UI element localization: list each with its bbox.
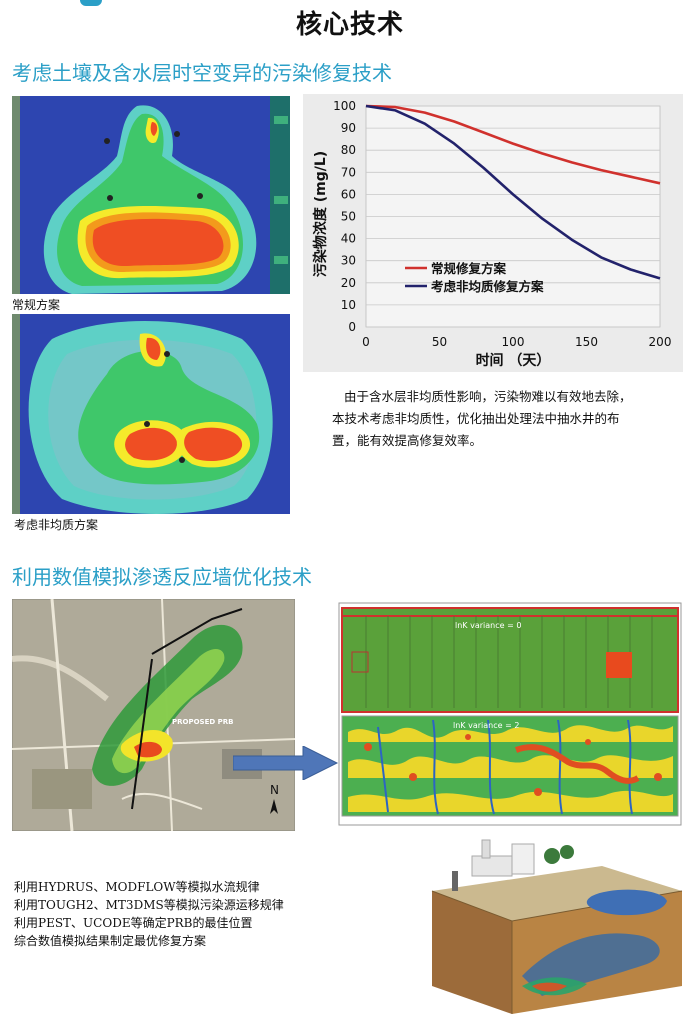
description-line: 由于含水层非均质性影响，污染物难以有效地去除， — [344, 389, 632, 404]
y-tick-label: 90 — [341, 121, 356, 135]
series-line — [365, 104, 661, 280]
x-tick-label: 50 — [432, 335, 447, 349]
method-item: 利用HYDRUS、MODFLOW等模拟水流规律 — [14, 880, 260, 894]
page-title: 核心技术 — [295, 10, 404, 40]
heterogeneous-plume-map — [12, 314, 290, 514]
y-tick-label: 100 — [333, 99, 356, 113]
heterogeneity-description: 由于含水层非均质性影响，污染物难以有效地去除， 本技术考虑非均质性，优化抽出处理… — [332, 386, 700, 452]
svg-text:N: N — [270, 783, 279, 797]
legend-label: 考虑非均质修复方案 — [431, 279, 544, 294]
y-axis-label: 污染物浓度 (mg/L) — [312, 151, 329, 277]
panel-variance-0: lnK variance = 0 — [341, 607, 679, 713]
prb-simulation-panels: lnK variance = 0 lnK variance = 2 — [338, 602, 682, 826]
x-tick-label: 150 — [575, 335, 598, 349]
y-tick-label: 50 — [341, 210, 356, 224]
prb-cross-section-illustration — [422, 836, 688, 1016]
x-tick-label: 200 — [649, 335, 672, 349]
heterogeneous-scheme-label: 考虑非均质方案 — [14, 518, 99, 532]
x-axis-label: 时间 （天） — [476, 352, 551, 369]
x-tick-label: 100 — [502, 335, 525, 349]
section-title-soil-aquifer: 考虑土壤及含水层时空变异的污染修复技术 — [12, 61, 392, 85]
simulation-method-list: 利用HYDRUS、MODFLOW等模拟水流规律 利用TOUGH2、MT3DMS等… — [14, 878, 284, 950]
prb-site-map: PROPOSED PRB N — [12, 599, 295, 831]
method-item: 综合数值模拟结果制定最优修复方案 — [14, 934, 207, 948]
right-arrow-icon — [232, 745, 339, 781]
chart-svg: 0 10 20 30 40 50 60 70 80 90 100 0 50 100 150 200 时间 （… — [312, 99, 672, 369]
y-tick-label: 20 — [341, 276, 356, 290]
proposed-prb-label: PROPOSED PRB — [172, 718, 233, 726]
concentration-chart: 0 10 20 30 40 50 60 70 80 90 100 0 50 100 150 200 时间 （… — [303, 94, 683, 372]
x-tick-label: 0 — [362, 335, 370, 349]
variance-2-label: lnK variance = 2 — [453, 721, 519, 730]
conventional-plume-map — [12, 96, 290, 294]
y-tick-label: 40 — [341, 232, 356, 246]
description-line: 本技术考虑非均质性，优化抽出处理法中抽水井的布 — [332, 411, 620, 426]
section-title-prb-simulation: 利用数值模拟渗透反应墙优化技术 — [12, 565, 312, 589]
method-item: 利用TOUGH2、MT3DMS等模拟污染源运移规律 — [14, 898, 284, 912]
y-tick-label: 80 — [341, 143, 356, 157]
description-line: 置，能有效提高修复效率。 — [332, 433, 483, 448]
conventional-scheme-label: 常规方案 — [12, 298, 61, 312]
panel-variance-2: lnK variance = 2 — [341, 715, 679, 817]
y-tick-label: 70 — [341, 165, 356, 179]
variance-0-label: lnK variance = 0 — [455, 621, 521, 630]
legend-label: 常规修复方案 — [431, 261, 507, 276]
header-accent-icon — [80, 0, 102, 6]
y-tick-label: 10 — [341, 298, 356, 312]
series-line — [365, 104, 661, 185]
y-tick-label: 0 — [348, 320, 356, 334]
y-tick-label: 30 — [341, 254, 356, 268]
method-item: 利用PEST、UCODE等确定PRB的最佳位置 — [14, 916, 253, 930]
y-tick-label: 60 — [341, 187, 356, 201]
